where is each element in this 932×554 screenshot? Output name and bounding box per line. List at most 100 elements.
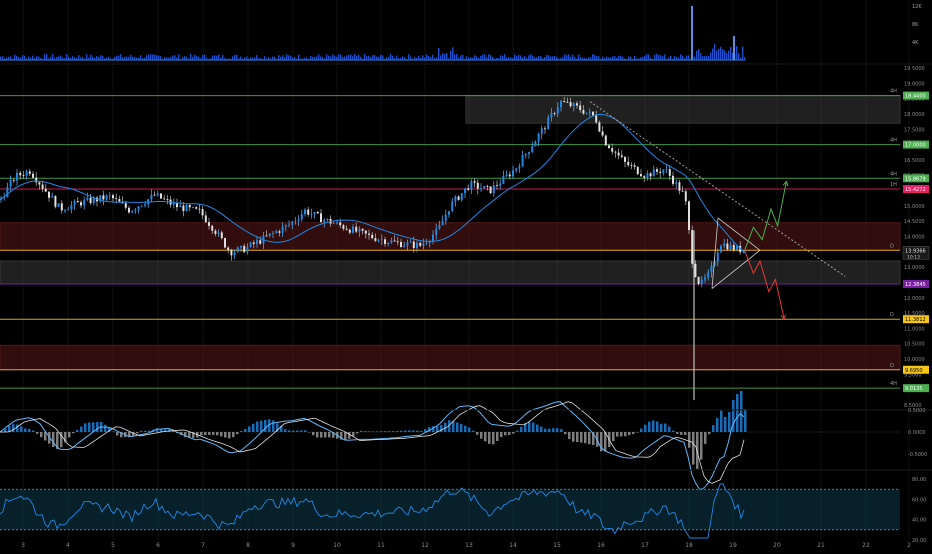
volume-bar <box>406 58 408 60</box>
volume-axis-label: 12K <box>912 4 922 10</box>
candle-body <box>579 105 582 111</box>
price-series <box>0 97 746 400</box>
volume-bar <box>102 55 104 60</box>
candle-body <box>531 146 534 153</box>
macd-histogram-bar <box>496 432 499 441</box>
volume-bar <box>20 57 22 60</box>
macd-histogram-bar <box>728 411 731 432</box>
macd-axis-label: 0.0000 <box>908 430 926 436</box>
volume-bar <box>680 54 682 60</box>
macd-histogram-bar <box>36 432 39 434</box>
macd-histogram-bar <box>312 432 315 436</box>
candle-body <box>604 135 607 146</box>
candle-body <box>713 261 716 266</box>
macd-histogram-bar <box>352 432 355 437</box>
candle-body <box>428 241 431 243</box>
candle-body <box>726 243 729 250</box>
x-tick-label: 5 <box>111 542 115 549</box>
macd-histogram-bar <box>540 426 543 432</box>
volume-bar <box>470 57 472 60</box>
volume-bar <box>474 55 476 60</box>
volume-bar <box>364 54 366 60</box>
zone-supply-0 <box>465 95 901 124</box>
macd-histogram-bar <box>640 428 643 432</box>
volume-bar <box>360 56 362 60</box>
macd-histogram-bar <box>260 420 263 432</box>
candle-body <box>294 220 297 222</box>
candle-body <box>496 185 498 187</box>
volume-bar <box>568 54 570 60</box>
volume-bar <box>418 55 420 60</box>
volume-bar <box>498 58 500 60</box>
volume-bar <box>92 56 94 60</box>
volume-bar <box>96 55 98 60</box>
volume-bar <box>54 58 56 60</box>
macd-histogram-bar <box>528 421 531 432</box>
macd-histogram-bar <box>40 432 43 438</box>
x-tick-label: 13 <box>465 542 473 549</box>
candle-body <box>339 222 342 226</box>
candle-body <box>684 191 687 202</box>
candle-body <box>291 221 294 225</box>
macd-histogram-bar <box>24 428 27 432</box>
volume-bar <box>532 55 534 60</box>
macd-histogram-bar <box>700 432 703 460</box>
volume-bar <box>462 54 464 60</box>
candle-body <box>304 209 306 215</box>
volume-bar <box>414 57 416 60</box>
volume-bar <box>466 56 468 60</box>
volume-bar <box>396 55 398 60</box>
volume-bar <box>704 56 706 60</box>
volume-bar <box>356 55 358 60</box>
candle-body <box>6 186 9 198</box>
macd-histogram-bar <box>304 430 307 432</box>
candle-body <box>556 107 559 114</box>
volume-bar <box>702 56 704 60</box>
volume-bar <box>12 58 14 60</box>
volume-bar <box>712 48 714 60</box>
x-tick-label: 7 <box>201 542 205 549</box>
candle-body <box>451 201 454 212</box>
macd-histogram-bar <box>416 430 419 432</box>
volume-bar <box>308 58 310 60</box>
candle-body <box>524 153 527 156</box>
candle-body <box>624 157 626 162</box>
macd-histogram-bar <box>48 432 51 444</box>
volume-bar <box>592 54 594 60</box>
candle-body <box>268 233 271 236</box>
volume-bar <box>464 58 466 60</box>
candle-body <box>592 111 594 116</box>
volume-bar <box>422 55 424 60</box>
macd-histogram-bar <box>360 430 363 432</box>
volume-bar <box>106 57 108 60</box>
price-axis-label: 19.0000 <box>904 81 925 87</box>
volume-bar <box>546 54 548 60</box>
macd-histogram-bar <box>560 429 563 432</box>
macd-histogram-bar <box>412 430 415 432</box>
volume-bar <box>302 58 304 60</box>
volume-bar <box>478 57 480 60</box>
macd-histogram-bar <box>52 432 55 448</box>
macd-histogram-bar <box>8 425 11 432</box>
volume-bar <box>560 58 562 60</box>
macd-histogram-bar <box>520 426 523 432</box>
candle-body <box>646 173 649 178</box>
volume-bar <box>444 53 446 60</box>
volume-bar <box>46 54 48 60</box>
candle-body <box>454 196 457 202</box>
candle-body <box>371 234 374 239</box>
macd-histogram-bar <box>284 429 287 432</box>
macd-histogram-bar <box>268 419 271 432</box>
candle-body <box>480 188 482 190</box>
candle-body <box>540 128 543 134</box>
volume-bar <box>294 57 296 60</box>
macd-histogram-bar <box>448 420 451 432</box>
candle-body <box>448 211 450 215</box>
volume-bar <box>44 54 46 60</box>
volume-bar <box>56 56 58 60</box>
volume-bar <box>276 58 278 60</box>
x-tick-label: 4 <box>66 542 70 549</box>
candle-body <box>374 238 377 241</box>
macd-histogram-bar <box>32 430 35 432</box>
